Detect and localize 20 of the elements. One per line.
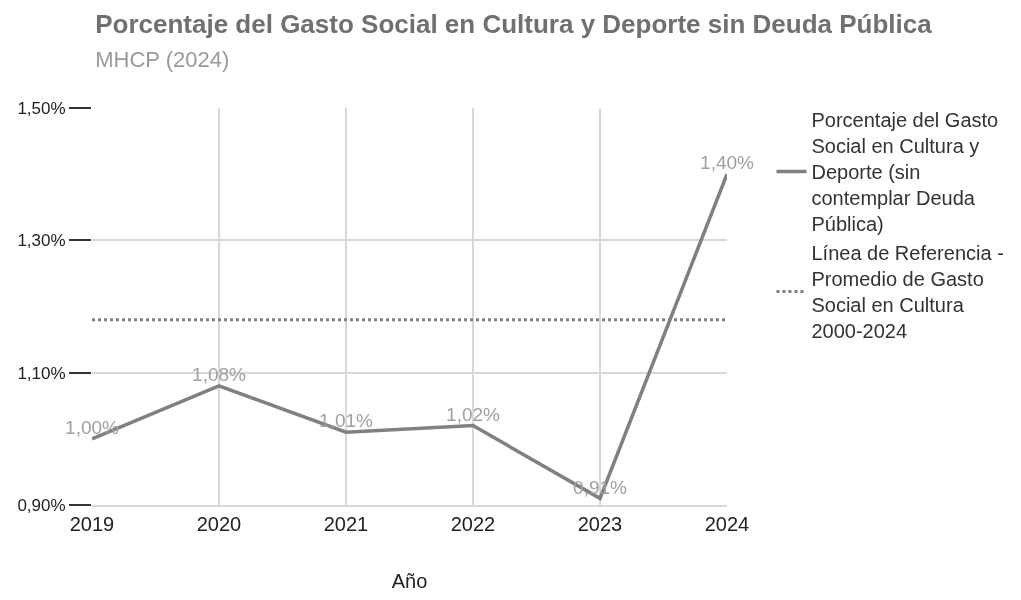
x-axis-title: Año (391, 570, 428, 592)
x-tick-label: 2024 (704, 513, 750, 535)
x-tick-label: 2021 (323, 513, 369, 535)
data-label: 1,08% (192, 364, 247, 386)
data-label: 1,01% (319, 410, 374, 432)
x-tick-label: 2019 (69, 513, 115, 535)
data-label: 1,40% (700, 152, 755, 174)
legend-label: Porcentaje del Gasto Social en Cultura y Deporte (sin contemplar Deuda Pública) (811, 109, 999, 236)
data-label: 1,02% (446, 403, 501, 425)
data-label: 1,00% (65, 417, 120, 439)
chart-title: Porcentaje del Gasto Social en Cultura y Deporte sin Deuda Pública (95, 9, 933, 39)
y-tick-label: 1,10% (17, 363, 66, 383)
y-tick-label: 1,30% (17, 231, 66, 251)
y-tick-label: 0,90% (17, 495, 66, 515)
legend-label: Línea de Referencia - Promedio de Gasto Social en Cultura 2000-2024 (811, 242, 1004, 343)
chart-subtitle: MHCP (2024) (95, 46, 230, 72)
x-tick-label: 2023 (577, 513, 623, 535)
x-tick-label: 2020 (196, 513, 242, 535)
x-tick-label: 2022 (450, 513, 496, 535)
y-tick-label: 1,50% (17, 98, 66, 118)
